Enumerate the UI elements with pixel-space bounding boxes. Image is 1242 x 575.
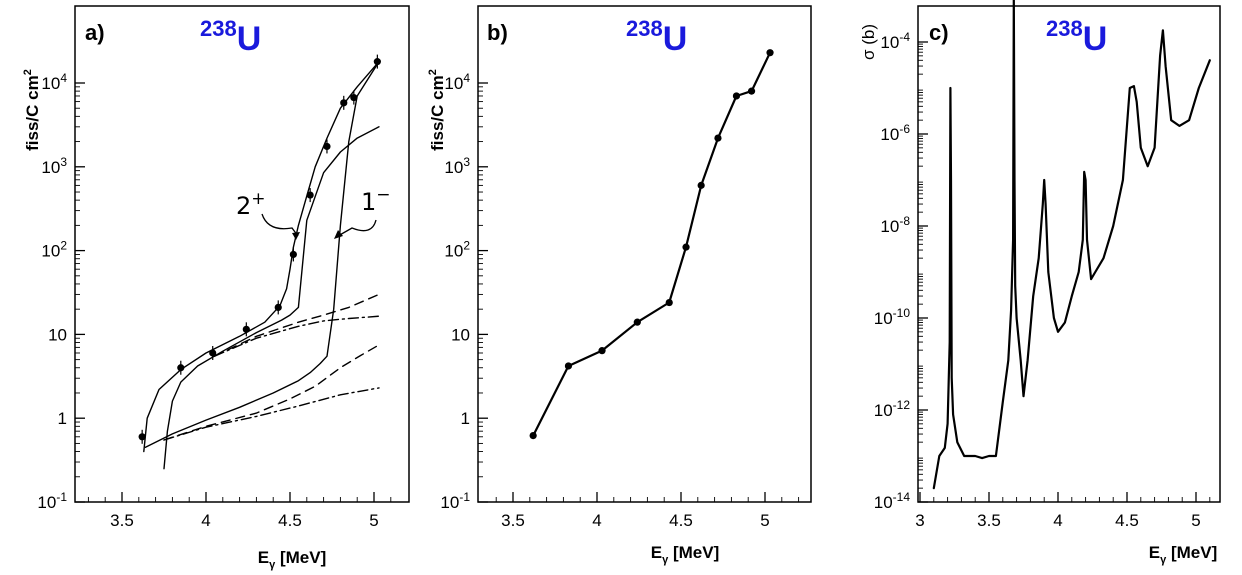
panel-b-data-point	[665, 298, 673, 307]
panel-c-label: c)	[929, 20, 949, 45]
panel-a-data-point	[242, 325, 250, 333]
panel-a-ytick-label: 1	[58, 409, 67, 428]
panel-c-xtick-label: 3	[915, 511, 924, 530]
panel-a-ytick-label: 103	[41, 155, 67, 177]
panel-b-series-fission-yield	[532, 51, 772, 437]
panel-b-data-point	[766, 49, 774, 57]
annotation-1minus-arrowhead	[334, 230, 343, 239]
panel-c-xtick-label: 3.5	[977, 511, 1001, 530]
panel-a-ytick-label: 102	[41, 239, 67, 261]
panel-a-data-point	[209, 349, 217, 357]
panel-a-series-2-component	[163, 126, 380, 470]
panel-a-ytick-label: 10	[48, 325, 67, 344]
panel-a-xtick-label: 5	[369, 511, 378, 530]
panel-a-data-point	[274, 303, 282, 311]
panel-a-xtick-label: 4.5	[278, 511, 302, 530]
panel-a-data-point	[340, 99, 348, 107]
panel-b-data-point	[747, 87, 756, 95]
panel-c-ytick-label: 10-14	[874, 490, 911, 512]
panel-b-ytick-label: 104	[444, 71, 470, 93]
panel-b-data-point	[714, 134, 722, 142]
panel-a-series-lower-dash-dot	[163, 387, 380, 441]
panel-a-data-point	[289, 250, 297, 259]
panel-b-ytick-label: 1	[461, 409, 470, 428]
panel-c-ytick-label: 10-12	[874, 398, 911, 420]
panel-a-data-point	[177, 364, 185, 372]
panel-b-ylabel: fiss/C cm2	[427, 69, 447, 151]
panel-c-ylabel: σ (b)	[859, 24, 878, 60]
annotation-2plus-pointer	[261, 213, 299, 237]
panel-a-xlabel: Eγ [MeV]	[258, 548, 326, 571]
annotation-2plus-arrowhead	[292, 232, 300, 240]
panel-b-label: b)	[487, 20, 508, 45]
panel-c-xtick-label: 5	[1191, 511, 1200, 530]
panel-a-xtick-label: 4	[201, 511, 210, 530]
panel-a-isotope: 238U	[200, 16, 261, 58]
panel-b-xtick-label: 3.5	[501, 511, 525, 530]
annotation-1minus-pointer	[337, 219, 377, 237]
annotation-2plus: 2+	[236, 189, 300, 240]
panel-a: a) 238U fiss/C cm2 Eγ [MeV] 10-1 1 10 102 10…	[22, 5, 410, 571]
panel-a-data-point	[323, 142, 331, 151]
panel-a-frame	[74, 5, 410, 503]
panel-b-ytick-label: 10-1	[440, 490, 470, 512]
panel-b-xlabel: Eγ [MeV]	[651, 543, 719, 566]
panel-a-series-1-component	[144, 60, 380, 448]
panel-a-xtick-label: 3.5	[110, 511, 134, 530]
panel-a-data-point	[373, 58, 381, 66]
annotation-1minus-label: 1−	[361, 185, 391, 216]
panel-b-data-point	[697, 181, 705, 189]
panel-c-ytick-label: 10-8	[880, 214, 910, 236]
panel-b-ytick-label: 10	[451, 325, 470, 344]
panel-c-ytick-label: 10-4	[880, 30, 910, 52]
panel-b-data-point	[564, 362, 573, 370]
panel-b: b) 238U fiss/C cm2 Eγ [MeV] 10-1 1 10 102 10…	[427, 5, 812, 566]
panel-a-ylabel: fiss/C cm2	[22, 69, 42, 151]
panel-b-xtick-label: 5	[760, 511, 769, 530]
panel-b-data-point	[732, 92, 741, 100]
annotation-2plus-label: 2+	[236, 189, 266, 220]
panel-c-series-cross-section	[932, 0, 1211, 490]
panel-b-ytick-label: 103	[444, 155, 470, 177]
panel-a-series-upper-dashed	[213, 293, 380, 357]
panel-b-ytick-label: 102	[444, 239, 470, 261]
panel-a-data-point	[306, 191, 314, 199]
panel-a-label: a)	[85, 20, 105, 45]
panel-b-frame	[477, 5, 812, 503]
panel-c-ytick-label: 10-10	[874, 306, 911, 328]
panel-a-ytick-label: 10-1	[37, 490, 67, 512]
annotation-1minus: 1−	[334, 185, 391, 239]
panel-c-frame	[917, 5, 1221, 503]
panel-c-xlabel: Eγ [MeV]	[1149, 543, 1217, 566]
panel-b-xtick-label: 4	[592, 511, 601, 530]
panel-b-data-point	[682, 243, 690, 251]
panel-a-series-total-fit	[143, 60, 380, 453]
panel-b-xtick-label: 4.5	[669, 511, 693, 530]
panel-b-isotope: 238U	[626, 16, 687, 58]
panel-c: c) 238U σ (b) Eγ [MeV] 10-14 10-12 10-10 10…	[859, 0, 1221, 566]
panel-b-data-point	[598, 347, 606, 355]
panel-c-xtick-label: 4	[1053, 511, 1062, 530]
panel-a-series-lower-dashed	[163, 344, 380, 441]
panel-c-ytick-label: 10-6	[880, 122, 910, 144]
panel-a-series-upper-dash-dot	[213, 315, 380, 357]
panel-a-ytick-label: 104	[41, 71, 67, 93]
panel-a-data-point	[138, 433, 146, 441]
panel-c-xtick-label: 4.5	[1115, 511, 1139, 530]
panel-a-data-point	[350, 93, 358, 102]
panel-b-data-point	[633, 318, 641, 326]
panel-b-data-point	[529, 431, 537, 440]
panel-c-isotope: 238U	[1046, 16, 1107, 58]
